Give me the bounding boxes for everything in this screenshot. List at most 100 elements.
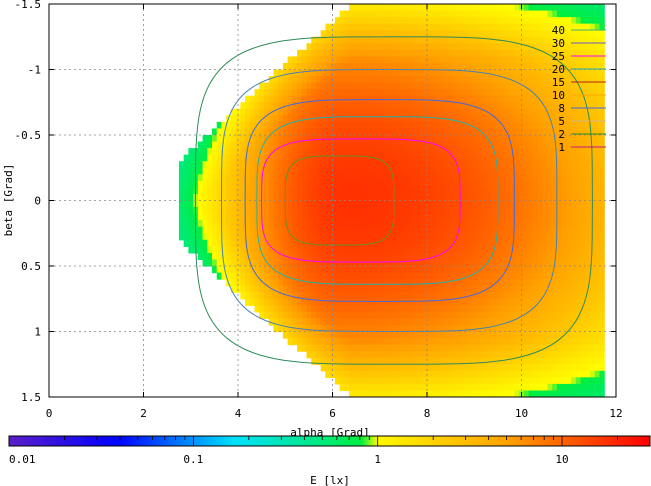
heat-cell (367, 17, 374, 25)
heat-cell (401, 279, 407, 287)
heat-cell (382, 318, 388, 326)
heat-cell (349, 279, 355, 287)
heat-cell (580, 30, 586, 38)
heat-cell (452, 305, 459, 313)
heat-cell (538, 49, 544, 57)
heat-cell (330, 154, 336, 162)
heat-cell (419, 36, 426, 44)
heat-cell (490, 390, 497, 397)
heat-cell (552, 4, 558, 12)
heat-cell (415, 82, 421, 90)
heat-cell (552, 193, 558, 202)
heat-cell (278, 311, 284, 319)
heat-cell (462, 266, 468, 274)
heat-cell (221, 161, 227, 169)
heat-cell (500, 252, 506, 261)
heat-cell (429, 135, 435, 143)
heat-cell (471, 318, 478, 326)
heat-cell (533, 17, 539, 25)
heat-cell (504, 23, 511, 31)
heat-cell (353, 36, 360, 44)
heat-cell (500, 298, 506, 306)
heat-cell (339, 279, 345, 287)
heat-cell (287, 285, 293, 293)
heat-cell (471, 213, 478, 221)
heat-cell (226, 174, 232, 182)
heat-cell (401, 266, 407, 274)
heat-cell (538, 200, 544, 208)
heat-cell (372, 357, 378, 365)
heat-cell (391, 246, 397, 254)
heat-cell (349, 69, 355, 77)
heat-cell (311, 344, 317, 352)
heat-cell (552, 383, 558, 392)
heat-cell (471, 272, 478, 280)
heat-cell (410, 43, 416, 51)
heat-cell (263, 108, 270, 116)
heat-cell (372, 246, 378, 254)
heat-cell (349, 266, 355, 274)
heat-cell (467, 383, 473, 392)
heat-cell (396, 30, 402, 38)
heat-cell (523, 154, 530, 162)
heat-cell (405, 4, 412, 12)
heat-cell (197, 148, 204, 156)
heat-cell (538, 239, 544, 247)
heat-cell (221, 141, 227, 149)
heat-cell (259, 305, 265, 313)
heat-cell (523, 338, 530, 346)
heat-cell (306, 49, 312, 57)
heat-cell (311, 226, 317, 234)
heat-cell (566, 285, 572, 293)
heat-cell (410, 128, 416, 136)
heat-cell (585, 30, 591, 38)
heat-cell (301, 226, 308, 234)
heat-cell (382, 305, 388, 313)
heat-cell (599, 252, 605, 261)
heat-cell (391, 344, 397, 352)
heat-cell (311, 115, 317, 123)
heat-cell (330, 89, 336, 97)
heat-cell (254, 95, 260, 103)
y-axis: -1.5-1-0.500.511.5 (15, 0, 616, 404)
heat-cell (495, 390, 501, 397)
heat-cell (504, 62, 511, 71)
heat-cell (183, 239, 189, 247)
heat-cell (287, 220, 293, 228)
heat-cell (377, 305, 383, 313)
heat-cell (268, 200, 275, 208)
heat-cell (367, 200, 374, 208)
heat-cell (415, 23, 421, 31)
heat-cell (297, 161, 303, 169)
heat-cell (297, 135, 303, 143)
heat-cell (212, 187, 218, 195)
heat-cell (278, 252, 284, 261)
heat-cell (528, 311, 534, 319)
heat-cell (590, 154, 596, 162)
heat-cell (278, 148, 284, 156)
heat-cell (542, 357, 549, 365)
heat-cell (235, 252, 241, 261)
heat-cell (514, 108, 520, 116)
heat-cell (358, 62, 364, 71)
heat-cell (481, 390, 487, 397)
heat-cell (561, 239, 567, 247)
heat-cell (533, 344, 539, 352)
heat-cell (401, 148, 407, 156)
heat-cell (434, 292, 440, 300)
heat-cell (230, 259, 237, 267)
heat-cell (476, 357, 482, 365)
heat-cell (358, 272, 364, 280)
heat-cell (594, 95, 601, 103)
heat-cell (292, 193, 298, 202)
heat-cell (301, 82, 308, 90)
heat-cell (481, 154, 487, 162)
heat-cell (462, 76, 468, 84)
heat-cell (528, 17, 534, 25)
heat-cell (533, 298, 539, 306)
heat-cell (367, 324, 374, 333)
heat-cell (259, 161, 265, 169)
heat-cell (282, 305, 289, 313)
heat-cell (490, 298, 497, 306)
heat-cell (538, 351, 544, 359)
